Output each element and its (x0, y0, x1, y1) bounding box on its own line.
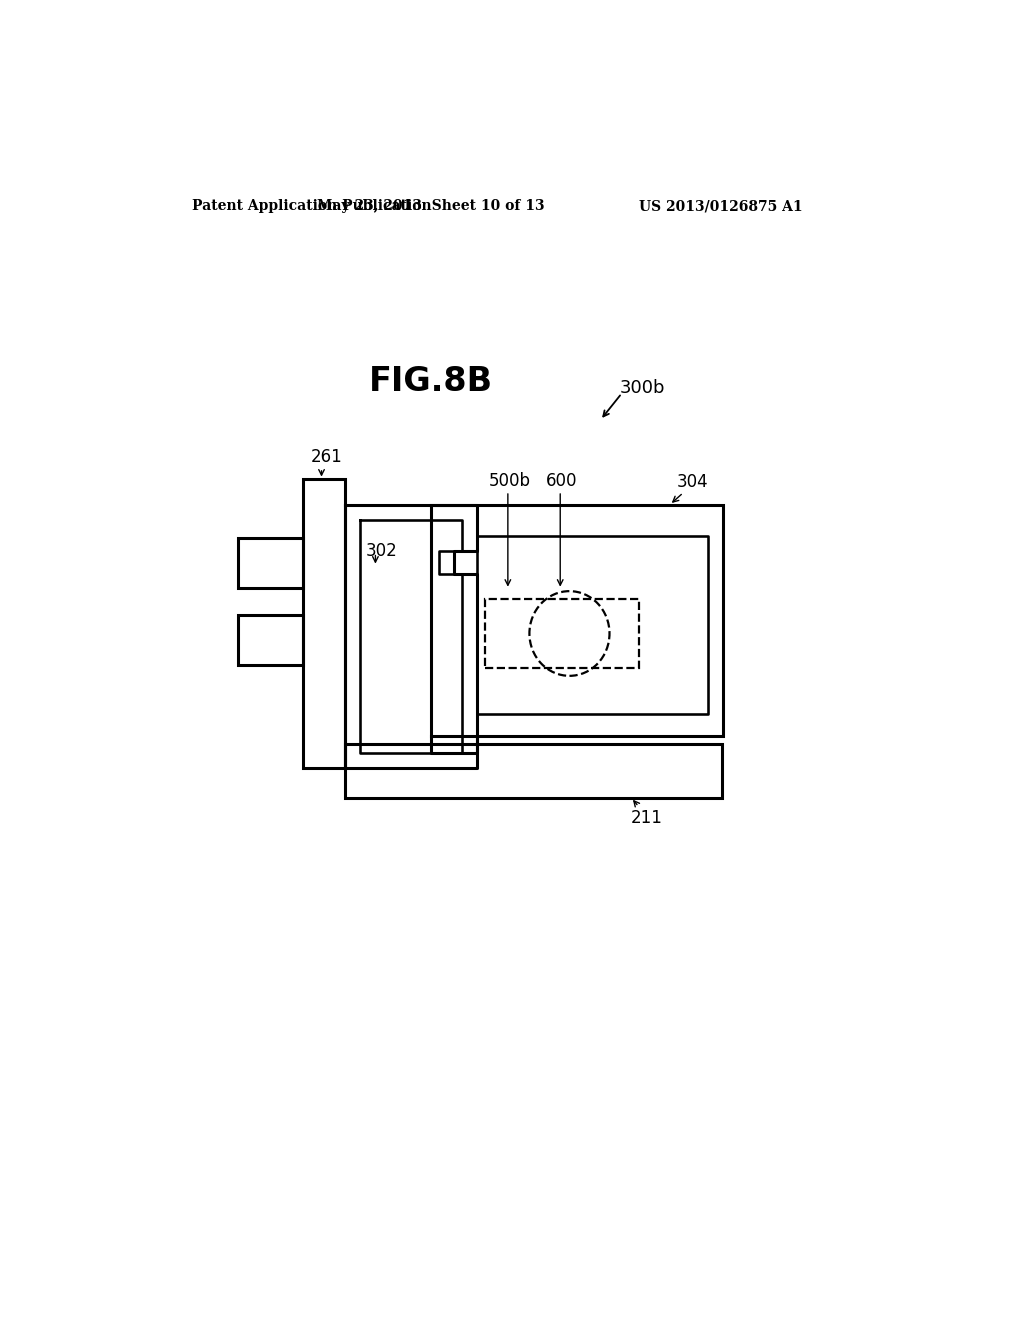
Text: 211: 211 (631, 809, 663, 828)
Text: 261: 261 (311, 449, 343, 466)
Bar (484, 599, 639, 668)
Text: Patent Application Publication: Patent Application Publication (193, 199, 432, 213)
Text: FIG.8B: FIG.8B (369, 366, 493, 399)
Text: US 2013/0126875 A1: US 2013/0126875 A1 (639, 199, 803, 213)
Text: 304: 304 (677, 473, 709, 491)
Bar (239, 615, 303, 665)
Text: 500b: 500b (488, 471, 530, 490)
Bar (303, 479, 345, 768)
Text: 302: 302 (366, 543, 397, 560)
Text: 300b: 300b (620, 379, 665, 397)
Text: 600: 600 (546, 471, 578, 490)
Bar (345, 743, 722, 797)
Text: May 23, 2013  Sheet 10 of 13: May 23, 2013 Sheet 10 of 13 (317, 199, 545, 213)
Bar (239, 539, 303, 589)
Bar (431, 506, 724, 737)
